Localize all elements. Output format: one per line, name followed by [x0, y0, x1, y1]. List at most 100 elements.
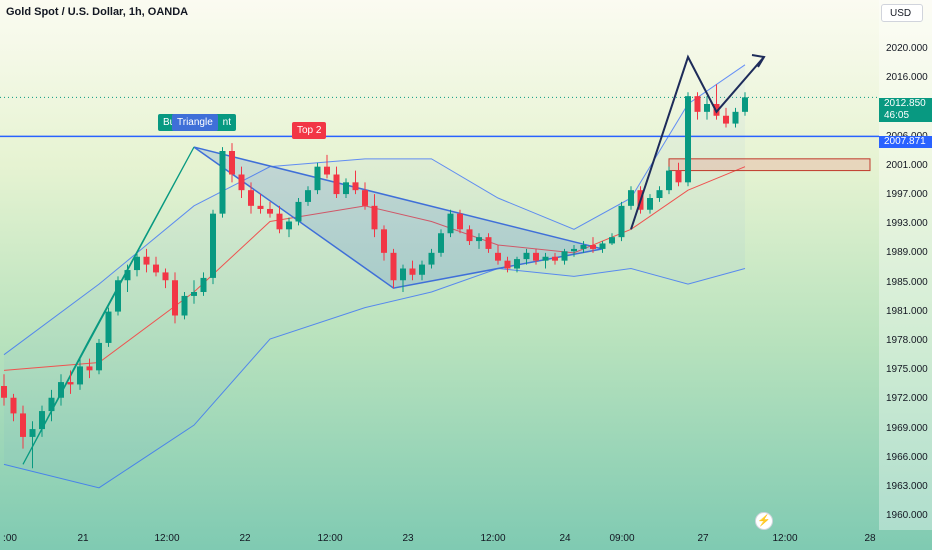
candle-body — [86, 366, 93, 371]
candle-body — [191, 292, 197, 296]
candle-body — [599, 243, 606, 249]
y-tick-label: 1978.000 — [886, 335, 928, 346]
bull-flag-suffix: nt — [222, 117, 231, 128]
bollinger-lower — [3, 267, 746, 489]
candle-body — [362, 190, 368, 206]
candle-body — [48, 397, 55, 412]
projection-path — [630, 54, 765, 230]
bull-flag-prefix: Bu — [163, 117, 176, 128]
candle-body — [105, 311, 112, 343]
candle-body — [210, 213, 216, 278]
candle-body — [200, 277, 207, 292]
candle-body — [96, 342, 102, 371]
y-tick-label: 2016.000 — [886, 72, 928, 84]
symbol-title[interactable]: Gold Spot / U.S. Dollar, 1h, OANDA — [6, 6, 189, 18]
x-tick-label: 12:00 — [154, 533, 180, 544]
bull-flag-pattern — [22, 146, 195, 465]
candle-body — [343, 182, 349, 195]
y-tick-label: 1985.000 — [886, 276, 928, 288]
y-tick-label: 2001.000 — [886, 159, 928, 171]
candle-body — [561, 251, 568, 261]
x-tick-label: 21 — [77, 533, 89, 544]
candle-body — [466, 229, 473, 242]
candle-body — [704, 104, 710, 112]
candle-body — [333, 174, 340, 195]
candle-body — [267, 208, 273, 214]
lightning-bolt-icon[interactable]: ⚡ — [755, 512, 773, 530]
candle-body — [504, 260, 511, 269]
candle-body — [409, 268, 416, 275]
candle-body — [67, 382, 74, 385]
candle-body — [685, 96, 691, 183]
candle-body — [428, 252, 435, 265]
bollinger-fill — [4, 64, 745, 488]
x-tick-label: :00 — [3, 533, 17, 544]
candle-body — [419, 264, 425, 275]
candle-body — [115, 280, 121, 312]
x-tick-label: 27 — [697, 533, 709, 544]
y-tick-label: 1997.000 — [886, 189, 928, 200]
candle-body — [10, 397, 17, 414]
candle-body — [533, 252, 539, 261]
supply-zone-box — [668, 158, 871, 172]
y-tick-label: 1981.000 — [886, 305, 928, 317]
candle-body — [694, 96, 701, 112]
candle-body — [590, 245, 596, 249]
candle-body — [181, 295, 188, 316]
y-tick-label: 1963.000 — [886, 481, 928, 492]
candle-body — [238, 174, 245, 191]
candle-body — [732, 111, 739, 124]
y-tick-label: 1972.000 — [886, 393, 928, 405]
x-tick-label: 12:00 — [772, 533, 798, 544]
y-tick-label: 2020.000 — [886, 43, 928, 54]
candle-body — [77, 366, 83, 385]
top2-label[interactable]: Top 2 — [292, 122, 327, 139]
horizontal-line-price-tag: 2007.871 — [879, 136, 932, 148]
candle-body — [371, 205, 378, 230]
candle-body — [666, 170, 672, 191]
bar-countdown: 46:05 — [884, 110, 910, 121]
price-axis-strip[interactable] — [879, 0, 932, 530]
candle-body — [229, 151, 235, 175]
candle-body — [162, 272, 169, 281]
candle-body — [257, 205, 264, 209]
candle-body — [276, 213, 283, 230]
triangle-label[interactable]: Triangle — [172, 114, 218, 131]
candle-body — [324, 166, 330, 175]
x-tick-label: 24 — [559, 533, 571, 544]
candle-body — [124, 270, 131, 281]
candle-body — [352, 182, 359, 191]
candle-body — [457, 213, 463, 230]
candle-body — [400, 268, 406, 281]
candle-body — [438, 233, 444, 253]
candle-body — [143, 256, 150, 265]
candle-body — [248, 190, 254, 206]
candle-body — [523, 252, 530, 260]
candle-body — [675, 170, 682, 183]
current-price-tag: 2012.850 46:05 — [879, 98, 932, 122]
candle-body — [476, 237, 482, 242]
candle-body — [495, 252, 501, 261]
y-tick-label: 1960.000 — [886, 510, 928, 522]
current-price: 2012.850 — [884, 98, 926, 109]
x-tick-label: 12:00 — [317, 533, 343, 544]
candle-body — [39, 411, 45, 430]
x-tick-label: 23 — [402, 533, 414, 544]
y-tick-label: 1966.000 — [886, 451, 928, 463]
x-tick-label: 09:00 — [609, 533, 635, 544]
x-tick-label: 28 — [864, 533, 876, 544]
candle-body — [580, 245, 587, 249]
bollinger-upper — [3, 64, 746, 356]
candle-body — [295, 201, 302, 222]
candle-body — [628, 190, 634, 206]
candle-body — [447, 213, 454, 234]
candle-body — [485, 237, 492, 249]
x-tick-label: 22 — [239, 533, 251, 544]
moving-average — [3, 166, 746, 371]
candle-body — [1, 386, 7, 398]
candle-body — [609, 237, 615, 244]
currency-selector[interactable]: USD — [881, 4, 923, 22]
projection-arrowhead — [751, 54, 766, 68]
